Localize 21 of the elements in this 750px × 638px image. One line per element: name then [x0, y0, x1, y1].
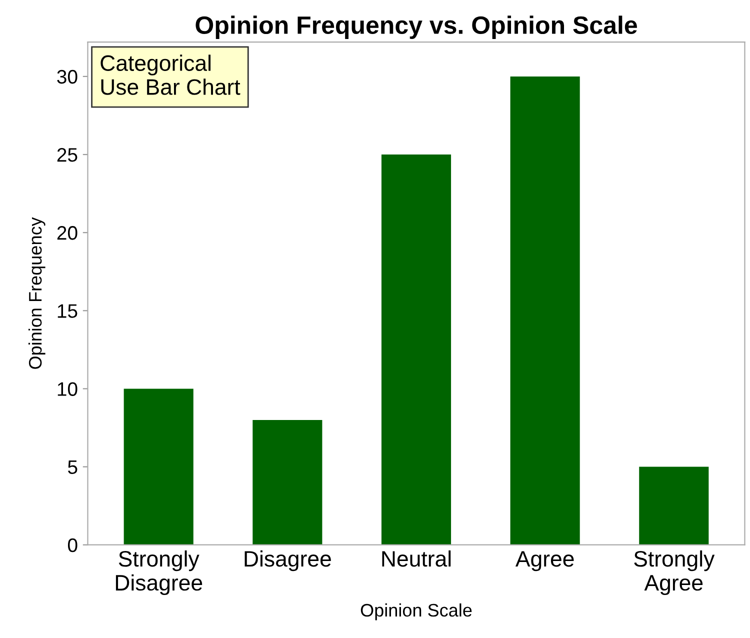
- x-tick-label: Agree: [515, 551, 574, 572]
- y-tick-label: 30: [57, 70, 78, 84]
- bar: [639, 466, 709, 545]
- y-axis-title: Opinion Frequency: [28, 217, 46, 369]
- x-tick-label: Strongly Agree: [634, 550, 715, 596]
- x-tick-label: Strongly Disagree: [116, 550, 202, 596]
- x-axis-title: Opinion Scale: [360, 603, 472, 620]
- bar: [252, 420, 322, 545]
- bar: [124, 388, 194, 545]
- chart-title: Opinion Frequency vs. Opinion Scale: [196, 16, 637, 39]
- y-tick-label: 15: [58, 304, 78, 318]
- x-tick-label: Disagree: [244, 550, 331, 572]
- y-tick-label: 20: [57, 226, 78, 240]
- y-tick-label: 25: [57, 148, 78, 162]
- y-tick-label: 0: [68, 538, 78, 552]
- x-tick-label: Neutral: [382, 550, 451, 567]
- y-tick-label: 10: [58, 382, 78, 396]
- annotation: Categorical Use Bar Chart: [100, 54, 240, 95]
- bar: [510, 76, 580, 545]
- y-tick-label: 5: [68, 460, 78, 474]
- bar: [381, 154, 452, 545]
